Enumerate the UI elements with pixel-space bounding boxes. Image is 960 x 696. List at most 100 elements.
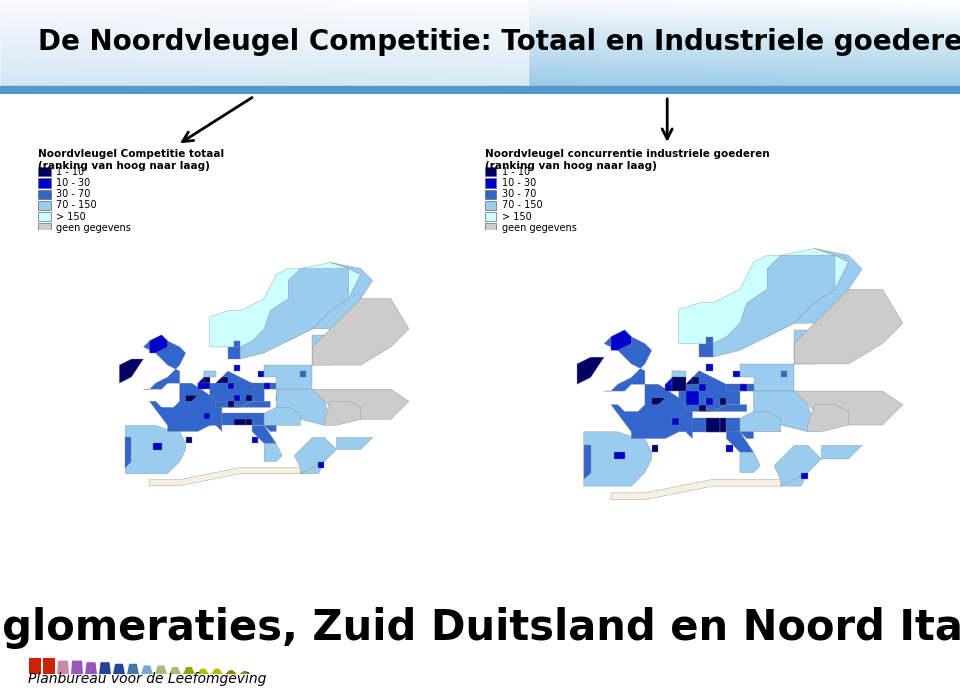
Polygon shape — [754, 398, 760, 404]
Text: > 150: > 150 — [56, 212, 85, 222]
Polygon shape — [780, 371, 787, 377]
Polygon shape — [169, 667, 180, 674]
Polygon shape — [665, 377, 679, 391]
Polygon shape — [794, 248, 862, 323]
Text: > 150: > 150 — [502, 212, 532, 222]
Polygon shape — [733, 371, 740, 377]
Polygon shape — [225, 670, 237, 674]
Polygon shape — [720, 398, 727, 404]
Polygon shape — [258, 371, 264, 377]
Polygon shape — [222, 413, 264, 425]
Polygon shape — [216, 402, 270, 407]
Text: 1 - 10: 1 - 10 — [502, 166, 530, 177]
Bar — [38, 167, 51, 176]
Polygon shape — [337, 438, 372, 450]
Polygon shape — [99, 662, 111, 674]
Polygon shape — [57, 661, 69, 674]
Polygon shape — [252, 438, 258, 443]
Polygon shape — [794, 344, 815, 364]
Polygon shape — [204, 413, 210, 420]
Bar — [485, 212, 496, 221]
Polygon shape — [685, 404, 747, 411]
Polygon shape — [252, 383, 276, 389]
Polygon shape — [727, 445, 733, 452]
Polygon shape — [252, 425, 276, 443]
Polygon shape — [652, 445, 659, 452]
Polygon shape — [740, 384, 747, 391]
Polygon shape — [153, 443, 161, 450]
Polygon shape — [204, 377, 210, 383]
Bar — [38, 201, 51, 210]
Polygon shape — [672, 418, 679, 425]
Polygon shape — [264, 365, 312, 389]
Text: geen gegevens: geen gegevens — [502, 223, 577, 233]
Polygon shape — [264, 425, 276, 432]
Polygon shape — [127, 664, 139, 674]
Text: geen gegevens: geen gegevens — [56, 223, 131, 233]
Polygon shape — [29, 658, 41, 674]
Polygon shape — [222, 377, 228, 383]
Polygon shape — [614, 452, 625, 459]
Polygon shape — [611, 330, 632, 350]
Polygon shape — [126, 438, 132, 468]
Polygon shape — [113, 664, 125, 674]
Polygon shape — [672, 377, 679, 384]
Text: 70 - 150: 70 - 150 — [56, 200, 97, 210]
Polygon shape — [312, 299, 409, 365]
Polygon shape — [156, 665, 167, 674]
Polygon shape — [672, 371, 679, 377]
Polygon shape — [276, 389, 330, 425]
Polygon shape — [807, 404, 849, 432]
Polygon shape — [611, 384, 699, 438]
Polygon shape — [216, 377, 228, 383]
Polygon shape — [210, 371, 264, 407]
Polygon shape — [740, 364, 794, 391]
Polygon shape — [185, 438, 192, 443]
Polygon shape — [183, 667, 195, 674]
Polygon shape — [239, 671, 251, 674]
Polygon shape — [319, 461, 324, 468]
Polygon shape — [801, 473, 807, 480]
Polygon shape — [185, 395, 198, 402]
Polygon shape — [706, 398, 712, 404]
Polygon shape — [204, 371, 210, 377]
Polygon shape — [822, 445, 862, 459]
Polygon shape — [240, 269, 348, 359]
Polygon shape — [679, 248, 849, 350]
Polygon shape — [720, 418, 727, 432]
Polygon shape — [150, 383, 228, 432]
Polygon shape — [754, 391, 815, 432]
Text: 1 - 10: 1 - 10 — [56, 166, 84, 177]
Polygon shape — [679, 371, 740, 411]
Bar — [485, 201, 496, 210]
Polygon shape — [720, 425, 727, 432]
Polygon shape — [119, 359, 143, 383]
Polygon shape — [672, 371, 685, 377]
Bar — [485, 223, 496, 232]
Polygon shape — [706, 337, 712, 344]
Polygon shape — [234, 395, 240, 402]
Polygon shape — [43, 658, 55, 674]
Polygon shape — [150, 335, 168, 353]
Polygon shape — [228, 383, 234, 389]
Polygon shape — [264, 383, 270, 389]
Polygon shape — [246, 395, 252, 402]
Bar — [0, 0, 528, 94]
Polygon shape — [246, 420, 252, 425]
Polygon shape — [780, 473, 807, 486]
Polygon shape — [228, 347, 240, 359]
Bar — [38, 212, 51, 221]
Bar — [0, 86, 960, 94]
Polygon shape — [204, 371, 216, 377]
Polygon shape — [71, 661, 83, 674]
Polygon shape — [198, 377, 210, 389]
Polygon shape — [300, 461, 324, 474]
Polygon shape — [150, 468, 300, 486]
Polygon shape — [706, 364, 712, 371]
Polygon shape — [264, 443, 282, 461]
Polygon shape — [228, 402, 234, 407]
Text: De Noordvleugel Competitie: Totaal en Industriele goederen: De Noordvleugel Competitie: Totaal en In… — [38, 29, 960, 56]
Polygon shape — [706, 418, 720, 432]
Polygon shape — [794, 290, 902, 364]
Polygon shape — [234, 365, 240, 371]
